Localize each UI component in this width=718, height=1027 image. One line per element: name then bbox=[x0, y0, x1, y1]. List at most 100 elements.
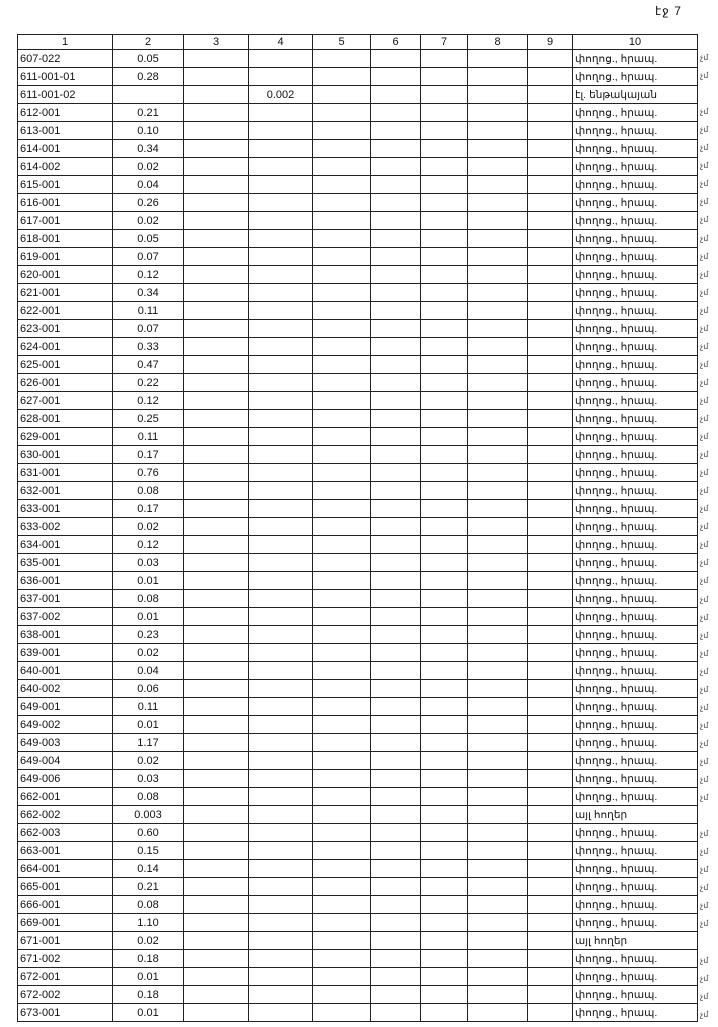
cell-empty bbox=[527, 67, 573, 86]
cell-empty bbox=[467, 589, 528, 608]
cell-c10: փողոց., հրապ. bbox=[572, 715, 698, 734]
cell-empty bbox=[312, 949, 371, 968]
table-row: 672-001 0.01 փողոց., հրապ. bbox=[17, 967, 698, 986]
table-row: 665-001 0.21 փողոց., հրապ. bbox=[17, 877, 698, 896]
cell-empty bbox=[183, 445, 249, 464]
cell-id: 617-001 bbox=[17, 211, 113, 230]
cell-c2: 0.02 bbox=[112, 157, 184, 176]
cell-empty bbox=[183, 121, 249, 140]
cell-id: 616-001 bbox=[17, 193, 113, 212]
cell-empty bbox=[420, 805, 468, 824]
cell-empty bbox=[183, 949, 249, 968]
cell-empty bbox=[420, 337, 468, 356]
cell-empty bbox=[527, 1003, 573, 1022]
cell-empty bbox=[527, 913, 573, 932]
cell-empty bbox=[527, 661, 573, 680]
cell-c4 bbox=[248, 319, 313, 338]
cell-c10: փողոց., հրապ. bbox=[572, 445, 698, 464]
cell-id: 611-001-02 bbox=[17, 85, 113, 104]
cell-empty bbox=[312, 391, 371, 410]
cell-empty bbox=[312, 805, 371, 824]
margin-mark: չմ bbox=[700, 377, 709, 387]
cell-c10: փողոց., հրապ. bbox=[572, 697, 698, 716]
cell-c10: այլ հողեր bbox=[572, 805, 698, 824]
cell-empty bbox=[183, 229, 249, 248]
cell-empty bbox=[183, 139, 249, 158]
cell-empty bbox=[467, 643, 528, 662]
cell-empty bbox=[370, 607, 421, 626]
cell-c10: փողոց., հրապ. bbox=[572, 517, 698, 536]
margin-mark: չմ bbox=[700, 179, 709, 189]
cell-empty bbox=[467, 517, 528, 536]
cell-empty bbox=[312, 625, 371, 644]
cell-empty bbox=[183, 409, 249, 428]
column-header-4: 4 bbox=[248, 34, 313, 50]
cell-c10: փողոց., հրապ. bbox=[572, 661, 698, 680]
cell-c10: փողոց., հրապ. bbox=[572, 841, 698, 860]
table-row: 618-001 0.05 փողոց., հրապ. bbox=[17, 229, 698, 248]
margin-mark: չմ bbox=[700, 973, 709, 983]
cell-c2: 0.01 bbox=[112, 1003, 184, 1022]
cell-c2: 0.11 bbox=[112, 427, 184, 446]
cell-empty bbox=[420, 355, 468, 374]
cell-empty bbox=[527, 733, 573, 752]
cell-empty bbox=[183, 337, 249, 356]
cell-empty bbox=[312, 589, 371, 608]
cell-c2: 0.26 bbox=[112, 193, 184, 212]
cell-empty bbox=[467, 733, 528, 752]
cell-id: 626-001 bbox=[17, 373, 113, 392]
cell-empty bbox=[467, 715, 528, 734]
margin-mark: չմ bbox=[700, 251, 709, 261]
cell-c10: էլ. ենթակայան bbox=[572, 85, 698, 104]
cell-empty bbox=[183, 481, 249, 500]
cell-c2: 0.18 bbox=[112, 985, 184, 1004]
cell-empty bbox=[312, 697, 371, 716]
cell-empty bbox=[370, 679, 421, 698]
cell-empty bbox=[370, 463, 421, 482]
cell-c4 bbox=[248, 49, 313, 68]
cell-empty bbox=[183, 877, 249, 896]
cell-empty bbox=[183, 733, 249, 752]
cell-empty bbox=[420, 895, 468, 914]
margin-mark: չմ bbox=[700, 648, 709, 658]
cell-c10: փողոց., հրապ. bbox=[572, 175, 698, 194]
cell-empty bbox=[312, 679, 371, 698]
cell-c4 bbox=[248, 859, 313, 878]
cell-empty bbox=[467, 985, 528, 1004]
margin-mark: չմ bbox=[700, 865, 709, 875]
cell-empty bbox=[467, 859, 528, 878]
cell-empty bbox=[420, 517, 468, 536]
cell-c2: 0.11 bbox=[112, 301, 184, 320]
cell-empty bbox=[420, 589, 468, 608]
cell-c4 bbox=[248, 895, 313, 914]
cell-empty bbox=[370, 1003, 421, 1022]
cell-empty bbox=[312, 499, 371, 518]
cell-c10: փողոց., հրապ. bbox=[572, 103, 698, 122]
cell-empty bbox=[420, 211, 468, 230]
cell-empty bbox=[527, 373, 573, 392]
table-row: 639-001 0.02 փողոց., հրապ. bbox=[17, 643, 698, 662]
cell-empty bbox=[312, 427, 371, 446]
cell-id: 662-002 bbox=[17, 805, 113, 824]
table-row: 620-001 0.12 փողոց., հրապ. bbox=[17, 265, 698, 284]
cell-empty bbox=[370, 427, 421, 446]
cell-empty bbox=[467, 193, 528, 212]
cell-empty bbox=[467, 769, 528, 788]
table-row: 663-001 0.15 փողոց., հրապ. bbox=[17, 841, 698, 860]
cell-empty bbox=[370, 391, 421, 410]
cell-id: 639-001 bbox=[17, 643, 113, 662]
cell-c4 bbox=[248, 445, 313, 464]
cell-c10: փողոց., հրապ. bbox=[572, 823, 698, 842]
cell-empty bbox=[370, 643, 421, 662]
cell-c10: փողոց., հրապ. bbox=[572, 409, 698, 428]
cell-empty bbox=[370, 859, 421, 878]
table-row: 633-001 0.17 փողոց., հրապ. bbox=[17, 499, 698, 518]
cell-empty bbox=[183, 1003, 249, 1022]
cell-c10: փողոց., հրապ. bbox=[572, 769, 698, 788]
margin-mark: չմ bbox=[700, 53, 709, 62]
cell-empty bbox=[312, 409, 371, 428]
cell-empty bbox=[527, 949, 573, 968]
table-row: 671-001 0.02 այլ հողեր bbox=[17, 931, 698, 950]
cell-empty bbox=[420, 715, 468, 734]
cell-c4 bbox=[248, 625, 313, 644]
